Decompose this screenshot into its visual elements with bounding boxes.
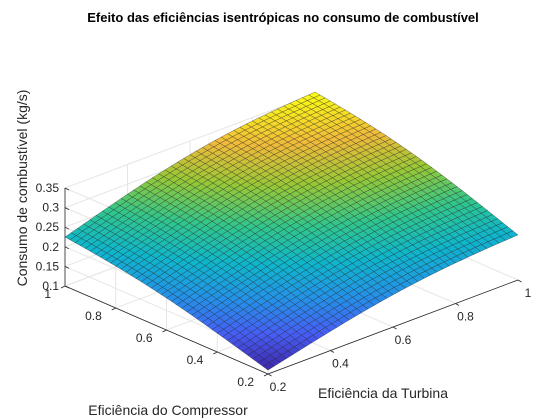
y-tick-label: 0.2 — [237, 375, 254, 389]
z-tick-label: 0.25 — [36, 220, 60, 234]
y-tick — [61, 286, 65, 288]
y-tick-label: 0.6 — [136, 331, 153, 345]
x-tick-label: 1 — [525, 286, 532, 300]
z-tick-label: 0.3 — [42, 201, 59, 215]
x-tick-label: 0.4 — [332, 357, 349, 371]
chart-title: Efeito das eficiências isentrópicas no c… — [87, 10, 479, 25]
surface-mesh — [65, 92, 518, 370]
y-axis-label: Eficiência do Compressor — [88, 402, 248, 418]
y-tick — [213, 352, 217, 354]
x-axis-label: Eficiência da Turbina — [318, 385, 448, 401]
z-tick-label: 0.2 — [42, 240, 59, 254]
x-tick — [331, 351, 335, 353]
y-tick-label: 0.4 — [187, 353, 204, 367]
z-tick-label: 0.15 — [36, 259, 60, 273]
x-tick-label: 0.6 — [395, 333, 412, 347]
x-tick — [456, 304, 460, 306]
z-tick-label: 0.35 — [36, 181, 60, 195]
y-tick — [163, 330, 167, 332]
z-tick-label: 0.1 — [42, 279, 59, 293]
x-tick — [518, 280, 522, 282]
x-tick — [393, 327, 397, 329]
y-tick-label: 0.8 — [85, 309, 102, 323]
x-tick-label: 0.2 — [270, 380, 287, 394]
y-tick — [264, 374, 268, 376]
x-tick-label: 0.8 — [457, 310, 474, 324]
y-tick — [112, 308, 116, 310]
x-tick — [268, 374, 272, 376]
z-axis-label: Consumo de combustível (kg/s) — [14, 90, 30, 287]
